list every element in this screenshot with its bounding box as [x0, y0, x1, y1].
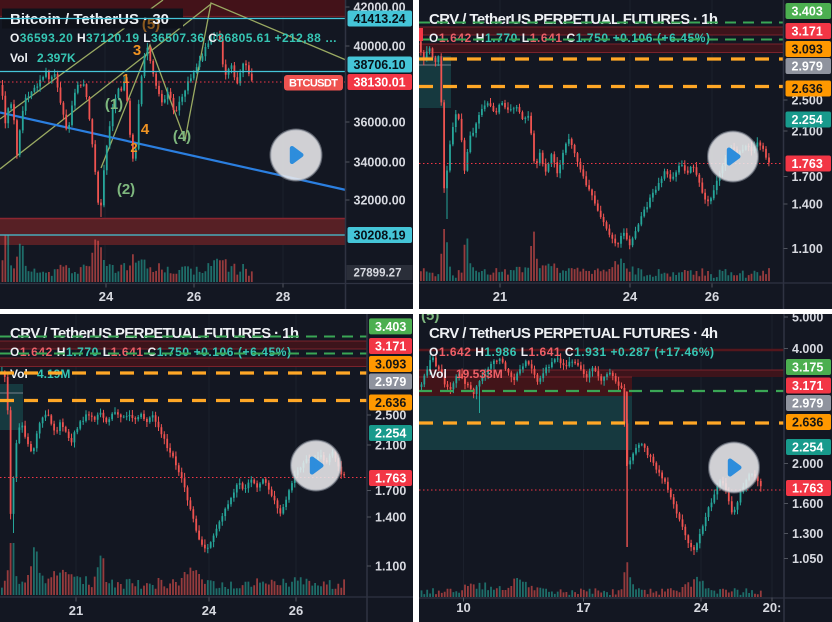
svg-text:32000.00: 32000.00 [354, 193, 406, 207]
svg-text:2.979: 2.979 [792, 396, 823, 410]
svg-text:21: 21 [69, 603, 83, 618]
svg-text:24: 24 [99, 289, 114, 304]
svg-text:1: 1 [122, 71, 129, 86]
svg-text:21: 21 [493, 289, 507, 304]
svg-text:2.254: 2.254 [792, 113, 823, 127]
svg-text:40000.00: 40000.00 [354, 39, 406, 53]
svg-text:2.000: 2.000 [792, 457, 823, 471]
svg-text:4: 4 [141, 121, 150, 138]
svg-text:3.403: 3.403 [792, 4, 823, 18]
svg-text:2.979: 2.979 [792, 59, 823, 73]
svg-text:(5): (5) [142, 16, 160, 33]
svg-text:CRV / TetherUS PERPETUAL FUTUR: CRV / TetherUS PERPETUAL FUTURES · 4h [429, 325, 718, 342]
svg-text:2.636: 2.636 [792, 82, 823, 96]
svg-text:20:: 20: [763, 600, 782, 615]
svg-text:3.171: 3.171 [792, 379, 823, 393]
svg-text:(1): (1) [105, 96, 123, 113]
svg-text:1.100: 1.100 [792, 242, 823, 256]
svg-text:O1.642 H1.770 L1.641 C1.750 +0: O1.642 H1.770 L1.641 C1.750 +0.106 (+6.4… [429, 31, 710, 45]
svg-text:24: 24 [623, 289, 638, 304]
svg-text:2: 2 [130, 140, 137, 155]
svg-text:36000.00: 36000.00 [354, 115, 406, 129]
svg-text:2.397K: 2.397K [37, 51, 76, 65]
svg-text:2.500: 2.500 [792, 93, 823, 107]
svg-text:1.763: 1.763 [792, 481, 823, 495]
svg-text:26: 26 [187, 289, 201, 304]
svg-text:17: 17 [576, 600, 590, 615]
svg-text:Vol: Vol [10, 51, 28, 65]
svg-text:(2): (2) [117, 181, 135, 198]
svg-text:3: 3 [133, 42, 141, 59]
svg-text:Vol: Vol [10, 367, 28, 381]
svg-text:2.254: 2.254 [792, 440, 823, 454]
svg-text:24: 24 [202, 603, 217, 618]
svg-text:1.400: 1.400 [792, 197, 823, 211]
svg-text:30208.19: 30208.19 [354, 228, 406, 242]
svg-text:41413.24: 41413.24 [354, 12, 406, 26]
svg-text:3.093: 3.093 [792, 42, 823, 56]
svg-text:2.100: 2.100 [375, 438, 406, 452]
svg-text:O1.642 H1.770 L1.641 C1.750 +0: O1.642 H1.770 L1.641 C1.750 +0.106 (+6.4… [10, 345, 291, 359]
svg-text:Vol: Vol [429, 367, 447, 381]
svg-text:O36593.20 H37120.19 L36507.36: O36593.20 H37120.19 L36507.36 C36805.61 … [10, 31, 337, 45]
svg-text:38130.01: 38130.01 [354, 75, 406, 89]
svg-text:1.100: 1.100 [375, 559, 406, 573]
svg-text:3.093: 3.093 [375, 357, 406, 371]
svg-text:3.175: 3.175 [792, 360, 823, 374]
svg-text:27899.27: 27899.27 [354, 268, 402, 280]
svg-text:1.400: 1.400 [375, 510, 406, 524]
svg-text:1.300: 1.300 [792, 527, 823, 541]
svg-text:19.533M: 19.533M [456, 367, 503, 381]
svg-text:1.700: 1.700 [375, 484, 406, 498]
svg-text:2.636: 2.636 [792, 415, 823, 429]
svg-text:2.100: 2.100 [792, 124, 823, 138]
svg-text:38706.10: 38706.10 [354, 58, 406, 72]
svg-text:1.763: 1.763 [375, 471, 406, 485]
svg-text:26: 26 [705, 289, 719, 304]
svg-text:2.636: 2.636 [375, 396, 406, 410]
svg-text:1.600: 1.600 [792, 497, 823, 511]
svg-text:3.403: 3.403 [375, 320, 406, 334]
svg-text:5.000: 5.000 [792, 314, 823, 324]
svg-text:4.000: 4.000 [792, 342, 823, 356]
svg-text:1.763: 1.763 [792, 157, 823, 171]
svg-text:3.171: 3.171 [375, 339, 406, 353]
svg-text:O1.642 H1.986 L1.641 C1.931 +0: O1.642 H1.986 L1.641 C1.931 +0.287 (+17.… [429, 345, 714, 359]
svg-text:3.171: 3.171 [792, 24, 823, 38]
svg-text:Bitcoin / TetherUS · 30: Bitcoin / TetherUS · 30 [10, 11, 169, 28]
svg-text:28: 28 [276, 289, 290, 304]
svg-text:CRV / TetherUS PERPETUAL FUTUR: CRV / TetherUS PERPETUAL FUTURES · 1h [429, 11, 718, 28]
svg-text:BTCUSDT: BTCUSDT [289, 78, 338, 90]
svg-text:26: 26 [289, 603, 303, 618]
svg-text:34000.00: 34000.00 [354, 155, 406, 169]
svg-text:10: 10 [456, 600, 470, 615]
svg-text:(4): (4) [173, 128, 191, 145]
svg-text:CRV / TetherUS PERPETUAL FUTUR: CRV / TetherUS PERPETUAL FUTURES · 1h [10, 325, 299, 342]
svg-text:24: 24 [694, 600, 709, 615]
svg-text:2.254: 2.254 [375, 426, 406, 440]
svg-text:2.979: 2.979 [375, 375, 406, 389]
svg-text:(5): (5) [421, 314, 439, 324]
svg-text:1.050: 1.050 [792, 552, 823, 566]
svg-text:1.700: 1.700 [792, 170, 823, 184]
svg-text:2.500: 2.500 [375, 408, 406, 422]
